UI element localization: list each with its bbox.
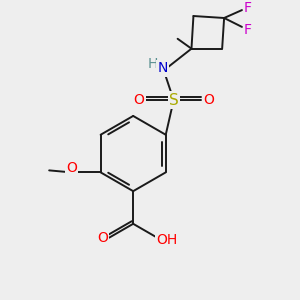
Text: S: S (169, 93, 178, 108)
Text: O: O (67, 161, 77, 176)
Text: OH: OH (156, 232, 178, 247)
Text: O: O (203, 93, 214, 107)
Text: N: N (158, 61, 168, 76)
Text: H: H (148, 56, 158, 70)
Text: F: F (244, 23, 252, 37)
Text: F: F (244, 1, 252, 15)
Text: O: O (134, 93, 145, 107)
Text: O: O (97, 231, 108, 245)
